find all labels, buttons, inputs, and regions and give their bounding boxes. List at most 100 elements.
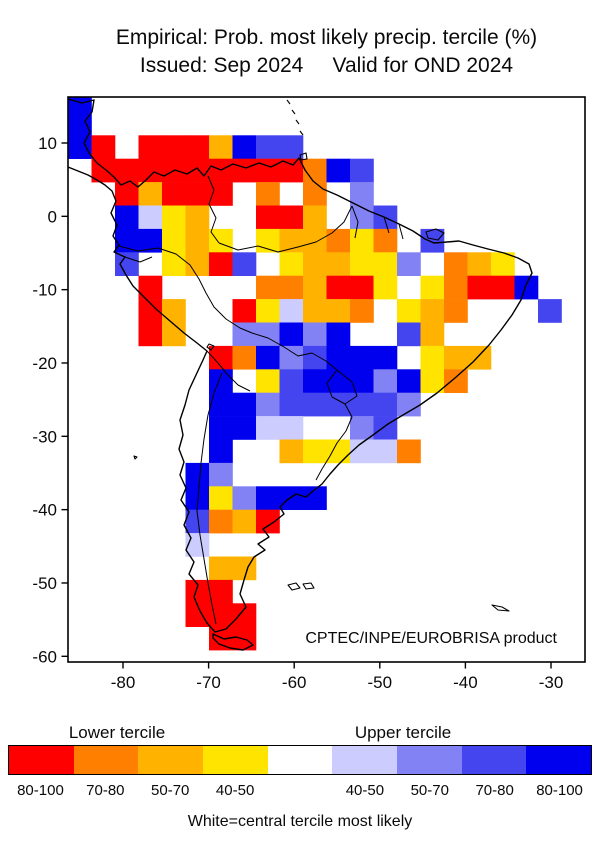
country-border-path	[251, 332, 338, 371]
y-tick-label: -40	[32, 501, 57, 520]
grid-cell	[138, 275, 163, 300]
grid-cell	[303, 322, 327, 347]
grid-cell	[491, 275, 515, 300]
grid-cell	[538, 299, 562, 323]
grid-cell	[232, 299, 257, 323]
country-border-path	[207, 175, 220, 244]
grid-cell	[209, 439, 233, 464]
legend-colorbar	[8, 745, 592, 775]
legend-segment-lower-40-50	[203, 746, 268, 774]
grid-cell	[397, 252, 421, 276]
x-tick-label: -60	[282, 673, 307, 692]
country-border-path	[196, 372, 223, 625]
grid-cell	[326, 369, 351, 393]
title-line-1: Empirical: Prob. most likely precip. ter…	[115, 26, 538, 49]
grid-cell	[326, 322, 351, 347]
y-tick-label: -30	[32, 427, 57, 446]
island-outline	[286, 99, 291, 105]
grid-cell	[68, 135, 92, 159]
legend-segment-upper-40-50	[332, 746, 398, 774]
y-tick-label: -50	[32, 574, 57, 593]
grid-cell	[373, 345, 398, 370]
y-tick-label: 0	[48, 207, 57, 226]
grid-cell	[326, 299, 351, 323]
grid-cell	[279, 135, 304, 159]
grid-cell	[350, 275, 374, 300]
grid-cell	[115, 158, 139, 183]
grid-cell	[185, 579, 210, 604]
grid-cell	[303, 392, 327, 417]
grid-cell	[256, 486, 280, 510]
legend-range-label: 70-80	[86, 782, 125, 799]
grid-cell	[256, 135, 280, 159]
grid-cell	[350, 345, 374, 370]
y-tick-label: -60	[32, 647, 57, 666]
grid-cell	[209, 486, 233, 510]
legend-range-label: 50-70	[151, 782, 190, 799]
legend-range-label: 80-100	[17, 782, 64, 799]
legend-segment-upper-50-70	[397, 746, 462, 774]
grid-cell	[373, 439, 398, 464]
grid-cell	[138, 182, 163, 206]
grid-cell	[185, 533, 210, 557]
island-outline	[133, 455, 138, 460]
grid-cell	[256, 392, 280, 417]
grid-cell	[279, 345, 304, 370]
grid-cell	[115, 182, 139, 206]
grid-cell	[303, 252, 327, 276]
grid-cell	[91, 158, 116, 183]
grid-cell	[138, 135, 163, 159]
figure-title: Empirical: Prob. most likely precip. ter…	[68, 24, 585, 79]
legend-range-label: 50-70	[410, 782, 449, 799]
country-border-path	[206, 350, 251, 392]
grid-cell	[467, 275, 492, 300]
x-tick-label: -50	[368, 673, 393, 692]
grid-cell	[256, 345, 280, 370]
grid-cell	[514, 275, 539, 300]
legend-caption: White=central tercile most likely	[187, 813, 413, 830]
island-outline	[291, 109, 296, 115]
grid-cell	[491, 252, 515, 276]
grid-cell	[350, 158, 374, 183]
grid-cell	[420, 322, 445, 347]
grid-cell	[209, 182, 233, 206]
grid-cell	[444, 252, 468, 276]
grid-cell	[373, 228, 398, 253]
grid-cell	[232, 486, 257, 510]
grid-cell	[232, 392, 257, 417]
grid-cell	[279, 322, 304, 347]
legend-lower-label: Lower tercile	[68, 723, 166, 742]
grid-cell	[232, 345, 257, 370]
grid-cell	[397, 392, 421, 417]
title-line-2: Issued: Sep 2024 Valid for OND 2024	[139, 53, 514, 77]
plot-border	[67, 96, 586, 663]
legend-segment-upper-80-100	[526, 746, 592, 774]
grid-cell	[138, 299, 163, 323]
grid-cell	[303, 439, 327, 464]
grid-cell	[279, 299, 304, 323]
grid-cell	[209, 345, 233, 370]
grid-cell	[185, 462, 210, 487]
grid-cell	[303, 369, 327, 393]
country-border-path	[118, 245, 253, 334]
country-border-path	[383, 216, 390, 234]
island-outline	[287, 582, 301, 591]
grid-cell	[326, 158, 351, 183]
country-border-path	[329, 403, 353, 457]
grid-cell	[232, 158, 257, 183]
grid-cell	[232, 603, 257, 627]
grid-cell	[444, 345, 468, 370]
grid-cell	[303, 158, 327, 183]
legend-range-label: 70-80	[475, 782, 514, 799]
grid-cell	[326, 439, 351, 464]
grid-cell	[420, 299, 445, 323]
grid-cell	[420, 345, 445, 370]
grid-cell	[326, 252, 351, 276]
grid-cell	[232, 135, 257, 159]
axes-layer: -80 -70 -60 -50 -40 -30 10 0 -10 -20 -30 -40 -50 -60	[32, 134, 563, 692]
grid-cell	[303, 275, 327, 300]
grid-cell	[279, 439, 304, 464]
island-outline	[299, 152, 308, 161]
grid-cell	[232, 626, 257, 651]
grid-cell	[185, 135, 210, 159]
